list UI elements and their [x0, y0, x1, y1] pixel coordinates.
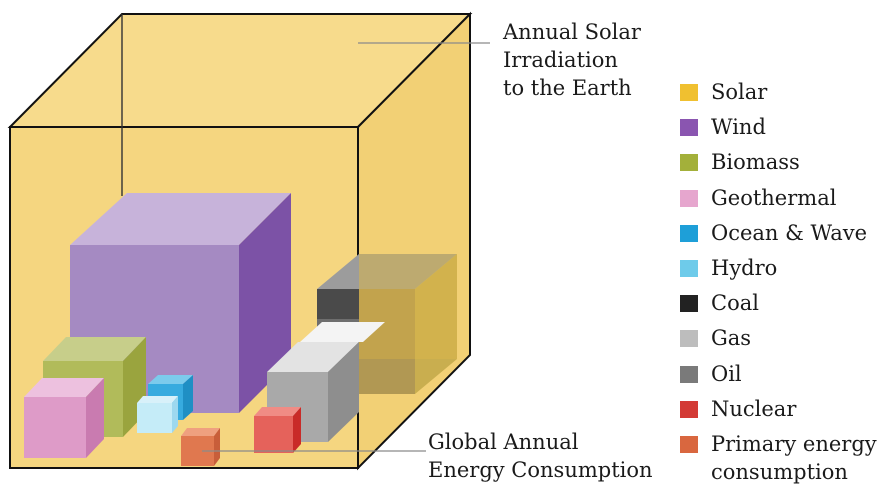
legend-label: Solar [711, 80, 768, 104]
legend-label: Biomass [711, 150, 800, 175]
legend-item-biomass: Biomass [680, 148, 877, 183]
legend-label: Gas [711, 326, 752, 351]
legend-swatch [680, 119, 698, 137]
gas-cube [267, 342, 359, 442]
legend-item-ocean-wave: Ocean & Wave [680, 219, 877, 254]
solar-irradiation-callout: Annual Solar Irradiation to the Earth [503, 18, 641, 102]
global-consumption-callout: Global Annual Energy Consumption [428, 428, 653, 484]
legend-label: Wind [711, 115, 766, 140]
legend-item-geothermal: Geothermal [680, 184, 877, 219]
legend-swatch [680, 435, 698, 453]
legend-swatch [680, 84, 698, 101]
legend-item-solar: Solar [680, 78, 877, 113]
legend-swatch [680, 189, 698, 207]
legend-swatch [680, 259, 698, 277]
legend-label-line: Primary energy [711, 431, 877, 456]
coal-cube [317, 289, 359, 319]
legend-swatch [680, 330, 698, 348]
legend: Solar Wind Biomass Geothermal Ocean & Wa… [680, 78, 877, 486]
legend-label-line: consumption [711, 459, 848, 484]
legend-swatch [680, 224, 698, 242]
legend-label: Primary energy consumption [711, 430, 877, 486]
primary-energy-consumption-cube [181, 428, 220, 466]
callout-line: Irradiation [503, 48, 618, 72]
legend-label: Hydro [711, 255, 778, 280]
legend-item-primary-energy-consumption: Primary energy consumption [680, 430, 877, 486]
callout-line: Global Annual [428, 430, 579, 454]
legend-swatch [680, 295, 698, 313]
legend-label: Geothermal [711, 185, 837, 210]
legend-label: Ocean & Wave [711, 220, 868, 245]
callout-line: Energy Consumption [428, 458, 653, 482]
legend-item-coal: Coal [680, 289, 877, 324]
hydro-cube [137, 396, 178, 433]
gas-cube-light [300, 322, 385, 342]
legend-swatch [680, 400, 698, 418]
legend-swatch [680, 154, 698, 172]
legend-item-hydro: Hydro [680, 254, 877, 289]
legend-label: Coal [711, 291, 759, 316]
legend-item-gas: Gas [680, 324, 877, 359]
callout-line: to the Earth [503, 76, 632, 100]
callout-line: Annual Solar [503, 20, 641, 44]
legend-item-nuclear: Nuclear [680, 395, 877, 430]
legend-label: Nuclear [711, 396, 797, 421]
legend-swatch [680, 365, 698, 383]
legend-item-oil: Oil [680, 360, 877, 395]
geothermal-cube [24, 378, 104, 458]
solar-overlay-cube [359, 254, 457, 394]
nuclear-cube [254, 407, 301, 453]
legend-item-wind: Wind [680, 113, 877, 148]
legend-label: Oil [711, 361, 742, 386]
